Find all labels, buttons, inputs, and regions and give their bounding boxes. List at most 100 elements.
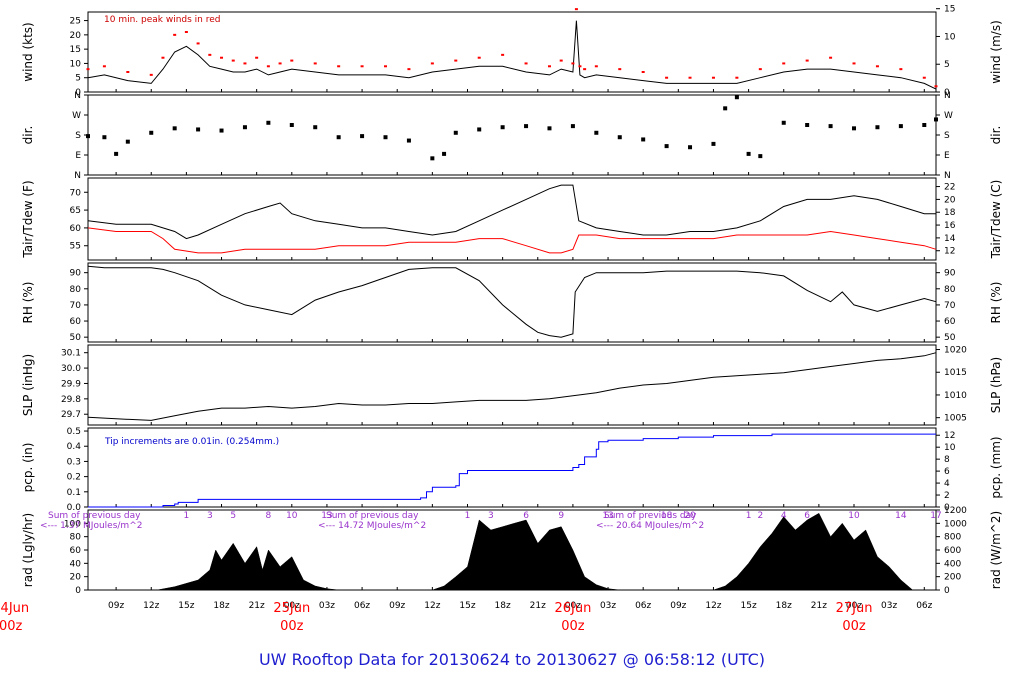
panel-rad-right-tick-label: 800 — [944, 533, 961, 543]
panel-slp-left-title: SLP (inHg) — [21, 354, 35, 416]
panel-temp-left-tick-label: 65 — [70, 206, 81, 216]
peak-wind-point — [688, 76, 692, 79]
panel-rad-right-tick-label: 400 — [944, 559, 961, 569]
panel-pcp-left-tick-label: 0.1 — [67, 488, 81, 498]
panel-rad-left-tick-label: 80 — [70, 533, 82, 543]
day-label-time: 00z — [842, 619, 866, 634]
peak-wind-point — [126, 71, 130, 73]
rad-hour-label: 6 — [523, 511, 529, 521]
panel-rad-right-tick-label: 1000 — [944, 519, 967, 529]
panel-rh-right-tick-label: 60 — [944, 317, 956, 327]
panel-slp-left-tick-label: 29.8 — [61, 395, 81, 405]
radiation-area — [88, 512, 914, 591]
peak-wind-point — [173, 33, 177, 36]
rad-daily-note-line2: <--- 14.72 MJoules/m^2 — [318, 521, 426, 531]
panel-pcp-right-tick-label: 8 — [944, 455, 950, 465]
wind-direction-point — [781, 120, 786, 125]
peak-wind-point — [196, 42, 200, 45]
wind-direction-point — [828, 124, 833, 129]
panel-rad-left-tick-label: 20 — [70, 573, 82, 583]
panel-rad-right-tick-label: 0 — [944, 586, 950, 596]
time-axis-label: 06z — [354, 601, 370, 611]
wind-direction-point — [196, 127, 201, 132]
time-axis-label: 09z — [108, 601, 124, 611]
panel-temp-right-tick-label: 18 — [944, 208, 956, 218]
peak-wind-point — [711, 76, 715, 79]
wind-direction-point — [711, 141, 716, 146]
time-axis-label: 06z — [916, 601, 932, 611]
panel-dir-left-tick-label: E — [75, 151, 81, 161]
time-axis-label: 09z — [670, 601, 686, 611]
panel-pcp-frame — [87, 427, 937, 508]
rad-hour-label: 9 — [558, 511, 564, 521]
rad-daily-note-line2: <--- 1.37 MJoules/m^2 — [40, 521, 142, 531]
panel-dir-left-tick-label: N — [74, 171, 81, 181]
panel-rh-left-tick-label: 90 — [70, 269, 82, 279]
panel-pcp-right-tick-label: 10 — [944, 443, 956, 453]
peak-wind-point — [208, 53, 212, 56]
wind-direction-point — [723, 106, 728, 111]
wind-direction-point — [875, 125, 880, 130]
peak-wind-point — [102, 65, 106, 68]
peak-wind-point — [641, 71, 645, 73]
rad-hour-label: 8 — [266, 511, 272, 521]
peak-wind-point — [454, 59, 458, 62]
panel-rh-left-title: RH (%) — [21, 282, 35, 324]
panel-pcp-left-tick-label: 0.5 — [67, 427, 81, 437]
panel-temp-left-title: Tair/Tdew (F) — [21, 180, 35, 258]
peak-wind-point — [559, 59, 563, 62]
peak-wind-point — [360, 65, 364, 68]
wind-direction-point — [524, 124, 529, 129]
panel-wind-left-tick-label: 25 — [70, 17, 81, 27]
wind-direction-point — [453, 130, 458, 135]
rad-hour-label: 1 — [746, 511, 752, 521]
peak-wind-point — [578, 65, 582, 68]
panel-slp-right-title: SLP (hPa) — [989, 357, 1003, 413]
day-label-date: 27Jun — [836, 601, 873, 616]
panel-pcp-right-tick-label: 12 — [944, 431, 955, 441]
panel-slp-right-tick-label: 1010 — [944, 391, 967, 401]
peak-wind-point — [184, 31, 188, 33]
peak-wind-point — [934, 85, 938, 88]
panel-pcp-right-tick-label: 0 — [944, 503, 950, 513]
panel-wind-right-title: wind (m/s) — [989, 20, 1003, 84]
panel-slp-frame — [87, 344, 937, 426]
panel-wind-note: 10 min. peak winds in red — [104, 15, 221, 25]
panel-dir-left-title: dir. — [21, 126, 35, 145]
wind-direction-point — [336, 135, 341, 140]
rad-hour-label: 18 — [661, 511, 673, 521]
panel-rad-right-tick-label: 600 — [944, 546, 961, 556]
wind-direction-point — [570, 124, 575, 129]
peak-wind-point — [852, 62, 856, 65]
wind-direction-point — [594, 130, 599, 135]
panel-rad-left-tick-label: 60 — [70, 546, 82, 556]
time-axis-label: 00z — [284, 601, 300, 611]
panel-temp-right-tick-label: 22 — [944, 183, 955, 193]
panel-dir-frame — [87, 94, 937, 176]
panel-wind-left-title: wind (kts) — [21, 22, 35, 81]
peak-wind-point — [547, 65, 551, 68]
panel-rh-left-tick-label: 70 — [70, 301, 82, 311]
panel-dir-left-tick-label: N — [74, 91, 81, 101]
peak-wind-point — [231, 59, 235, 62]
wind-direction-point — [242, 125, 247, 130]
panel-wind-right-tick-label: 10 — [944, 32, 956, 42]
panel-pcp-note: Tip increments are 0.01in. (0.254mm.) — [104, 437, 279, 447]
panel-rh-left-tick-label: 50 — [70, 333, 82, 343]
panel-pcp-left-tick-label: 0.2 — [67, 473, 81, 483]
wind-direction-point — [406, 138, 411, 143]
time-axis-label: 03z — [881, 601, 897, 611]
panel-pcp-right-title: pcp. (mm) — [989, 436, 1003, 498]
time-axis-label: 12z — [705, 601, 721, 611]
peak-wind-point — [829, 56, 833, 59]
day-label-date: 26Jun — [554, 601, 591, 616]
rad-daily-note-line1: Sum of previous day — [326, 511, 419, 521]
wind-direction-point — [641, 137, 646, 142]
panel-wind-left-tick-label: 0 — [75, 88, 81, 98]
wind-direction-point — [758, 154, 763, 159]
rad-hour-label: 3 — [207, 511, 213, 521]
wind-direction-point — [922, 123, 927, 127]
wind-direction-point — [125, 139, 130, 144]
time-axis-label: 15z — [459, 601, 475, 611]
rad-hour-label: 5 — [230, 511, 236, 521]
